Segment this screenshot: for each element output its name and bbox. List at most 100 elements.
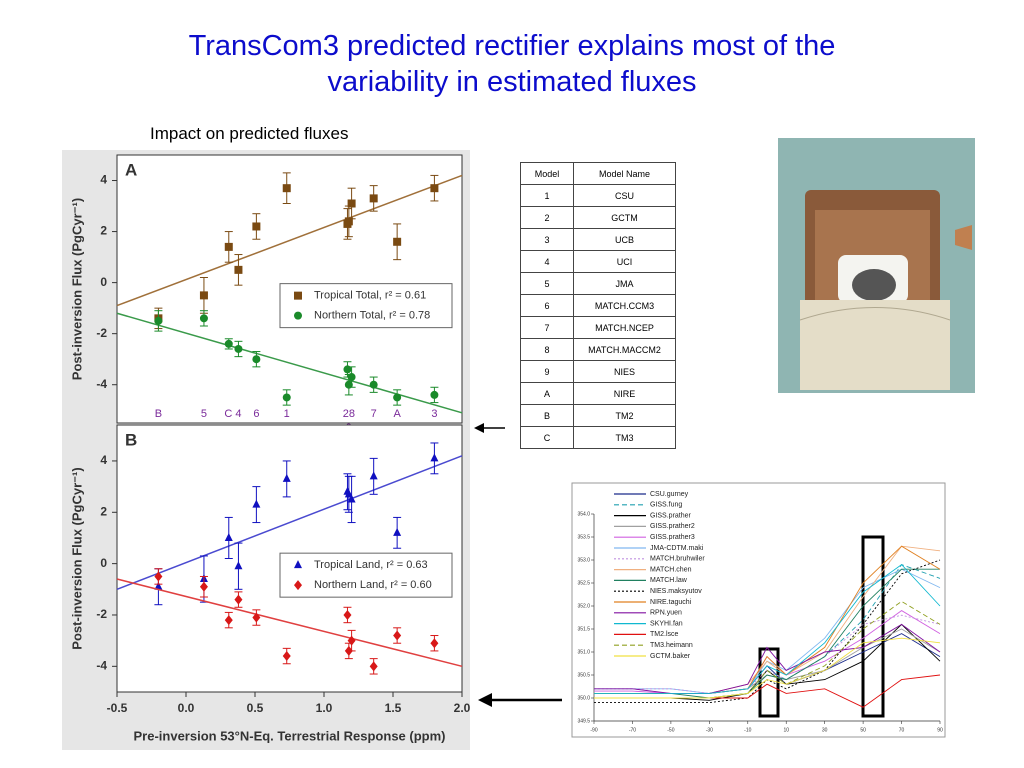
y-tick-label: 4 [100, 453, 107, 467]
marker [252, 499, 261, 508]
y-tick-label: -2 [96, 607, 107, 621]
table-cell: GCTM [573, 206, 676, 229]
y-tick-label: 352.5 [577, 580, 590, 586]
table-row: 4 UCI [520, 250, 676, 273]
marker [234, 344, 243, 353]
marker [344, 380, 353, 389]
x-tick-label: 0.0 [178, 701, 195, 715]
table-row: Model Model Name [520, 162, 676, 185]
model-annotation: 5 [201, 408, 207, 420]
table-row: 8 MATCH.MACCM2 [520, 338, 676, 361]
table-cell: NIRE [573, 382, 676, 405]
slide-title: TransCom3 predicted rectifier explains m… [92, 28, 932, 100]
marker [234, 265, 243, 274]
marker [347, 373, 356, 382]
marker [282, 651, 291, 662]
table-cell: CSU [573, 184, 676, 207]
marker [369, 194, 378, 203]
table-cell: 3 [520, 228, 574, 251]
x-tick-label: -10 [744, 727, 751, 733]
legend-label: MATCH.bruhwiler [650, 556, 705, 563]
table-cell: NIES [573, 360, 676, 383]
marker [252, 612, 261, 623]
marker [224, 242, 233, 251]
x-tick-label: 50 [860, 727, 866, 733]
marker [393, 630, 402, 641]
table-row: 9 NIES [520, 360, 676, 383]
model-annotation: A [393, 408, 401, 420]
table-row: A NIRE [520, 382, 676, 405]
fit-line [116, 312, 463, 414]
marker [294, 311, 302, 320]
x-axis-label: Pre-inversion 53°N-Eq. Terrestrial Respo… [134, 728, 446, 743]
marker [282, 473, 291, 482]
marker [252, 222, 261, 231]
x-tick-label: 90 [937, 727, 943, 733]
marker [430, 638, 439, 649]
marker [347, 199, 356, 208]
table-cell: 6 [520, 294, 574, 317]
legend-label: MATCH.law [650, 577, 688, 584]
marker [294, 580, 302, 591]
y-tick-label: 354.0 [577, 511, 590, 517]
x-tick-label: -50 [667, 727, 674, 733]
legend-label: Northern Land, r² = 0.60 [314, 579, 432, 591]
table-row: 5 JMA [520, 272, 676, 295]
marker [282, 184, 291, 193]
marker [199, 314, 208, 323]
y-axis-label: Post-inversion Flux (PgCyr⁻¹) [69, 467, 84, 649]
arrow [474, 423, 505, 433]
model-annotation: 6 [253, 408, 259, 420]
table-cell: 1 [520, 184, 574, 207]
marker [252, 355, 261, 364]
series-line [594, 564, 941, 694]
table-cell: 8 [520, 338, 574, 361]
table-cell: UCI [573, 250, 676, 273]
legend-label: Northern Total, r² = 0.78 [314, 310, 430, 322]
legend-label: RPN.yuen [650, 610, 682, 617]
legend-label: CSU.gurney [650, 491, 689, 498]
marker [154, 571, 163, 582]
legend-label: NIES.maksyutov [650, 588, 702, 595]
x-tick-label: 0.5 [247, 701, 264, 715]
table-row: B TM2 [520, 404, 676, 427]
legend-label: GISS.prather2 [650, 523, 695, 530]
model-annotation: 28 [343, 408, 355, 420]
table-row: 6 MATCH.CCM3 [520, 294, 676, 317]
table-row: C TM3 [520, 426, 676, 449]
y-tick-label: 2 [100, 504, 107, 518]
table-cell: TM2 [573, 404, 676, 427]
y-tick-label: 353.0 [577, 557, 590, 563]
legend-label: JMA-CDTM.maki [650, 545, 704, 552]
table-row: 7 MATCH.NCEP [520, 316, 676, 339]
table-cell: C [520, 426, 574, 449]
x-tick-label: -0.5 [107, 701, 128, 715]
table-cell: MATCH.CCM3 [573, 294, 676, 317]
marker [430, 453, 439, 462]
table-cell: 2 [520, 206, 574, 229]
marker [369, 380, 378, 389]
y-tick-label: 351.0 [577, 649, 590, 655]
x-tick-label: 2.0 [454, 701, 471, 715]
x-tick-label: -30 [706, 727, 713, 733]
x-tick-label: 1.0 [316, 701, 333, 715]
x-tick-label: -90 [590, 727, 597, 733]
legend-label: GCTM.baker [650, 653, 691, 660]
y-tick-label: 2 [100, 224, 107, 238]
table-cell: Model Name [573, 162, 676, 185]
table-cell: 5 [520, 272, 574, 295]
model-table: Model Model Name 1 CSU 2 GCTM 3 UCB 4 UCI 5 JMA 6 MAT… [520, 162, 676, 449]
legend-box [279, 283, 453, 329]
table-cell: MATCH.MACCM2 [573, 338, 676, 361]
legend-label: TM2.lsce [650, 631, 679, 638]
marker [294, 291, 302, 300]
table-cell: 9 [520, 360, 574, 383]
marker [234, 561, 243, 570]
panel-label: A [125, 160, 137, 179]
model-annotation: 1 [284, 408, 290, 420]
marker [282, 393, 291, 402]
table-cell: MATCH.NCEP [573, 316, 676, 339]
table-cell: Model [520, 162, 574, 185]
arrow [478, 693, 562, 707]
